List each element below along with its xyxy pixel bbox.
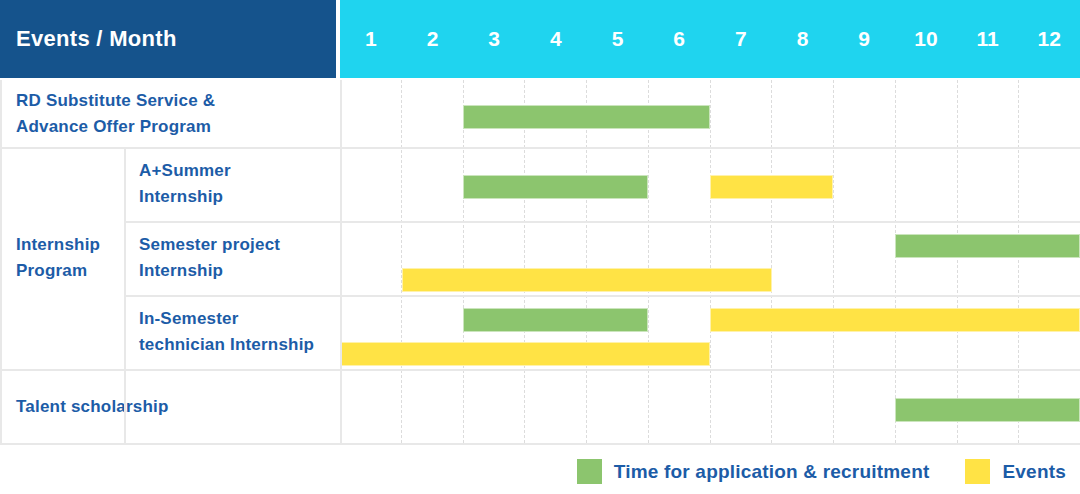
legend-label-application: Time for application & recruitment [614, 461, 930, 483]
table-header-row: Events / Month 123456789101112 [0, 0, 1080, 78]
month-column-9 [833, 80, 895, 443]
legend-swatch-events [965, 459, 990, 484]
month-column-10 [895, 80, 957, 443]
labels-chart-divider [340, 80, 342, 445]
month-header-6: 6 [648, 0, 710, 78]
bar-application-months-3-5 [463, 308, 648, 332]
month-column-3 [463, 80, 525, 443]
table-body: RD Substitute Service & Advance Offer Pr… [0, 80, 1080, 445]
row-divider [125, 295, 1080, 297]
gantt-schedule-chart: Events / Month 123456789101112 RD Substi… [0, 0, 1080, 494]
month-header-12: 12 [1018, 0, 1080, 78]
month-header-1: 1 [340, 0, 402, 78]
row-divider [125, 221, 1080, 223]
month-header-7: 7 [710, 0, 772, 78]
bar-event-months-1-6 [340, 342, 710, 366]
month-header-8: 8 [772, 0, 834, 78]
month-header-3: 3 [463, 0, 525, 78]
bar-application-months-3-5 [463, 175, 648, 199]
month-column-6 [648, 80, 710, 443]
bar-event-months-7-8 [710, 175, 833, 199]
row-label-semester-project-internship: Semester project Internship [125, 221, 340, 295]
row-divider [2, 369, 1080, 371]
row-label-rd-substitute-service: RD Substitute Service & Advance Offer Pr… [2, 80, 340, 147]
row-label-in-semester-technician-internship: In-Semester technician Internship [125, 295, 340, 369]
month-header-5: 5 [587, 0, 649, 78]
month-header-10: 10 [895, 0, 957, 78]
month-header-2: 2 [402, 0, 464, 78]
bar-application-months-3-6 [463, 105, 710, 129]
month-column-1 [340, 80, 401, 443]
bar-event-months-7-12 [710, 308, 1080, 332]
bar-application-months-10-12 [895, 398, 1080, 422]
legend-swatch-application [577, 459, 602, 484]
month-column-12 [1018, 80, 1080, 443]
chart-area [340, 80, 1080, 443]
bar-application-months-10-12 [895, 234, 1080, 258]
row-label-a-plus-summer-internship: A+Summer Internship [125, 147, 340, 221]
events-month-header-cell: Events / Month [0, 0, 336, 78]
month-header-4: 4 [525, 0, 587, 78]
month-column-2 [401, 80, 463, 443]
month-header-row: 123456789101112 [340, 0, 1080, 78]
month-column-11 [957, 80, 1019, 443]
labels-column: RD Substitute Service & Advance Offer Pr… [2, 80, 340, 443]
month-column-5 [586, 80, 648, 443]
header-title: Events / Month [16, 26, 177, 52]
month-column-7 [710, 80, 772, 443]
month-column-8 [771, 80, 833, 443]
month-column-4 [524, 80, 586, 443]
group-label-internship-program: Internship Program [2, 147, 125, 369]
row-label-talent-scholarship: Talent scholarship [2, 369, 340, 445]
month-header-9: 9 [833, 0, 895, 78]
legend-label-events: Events [1002, 461, 1066, 483]
month-header-11: 11 [957, 0, 1019, 78]
legend: Time for application & recruitment Event… [577, 459, 1066, 484]
bar-event-months-2-7 [402, 268, 772, 292]
row-divider [2, 147, 1080, 149]
